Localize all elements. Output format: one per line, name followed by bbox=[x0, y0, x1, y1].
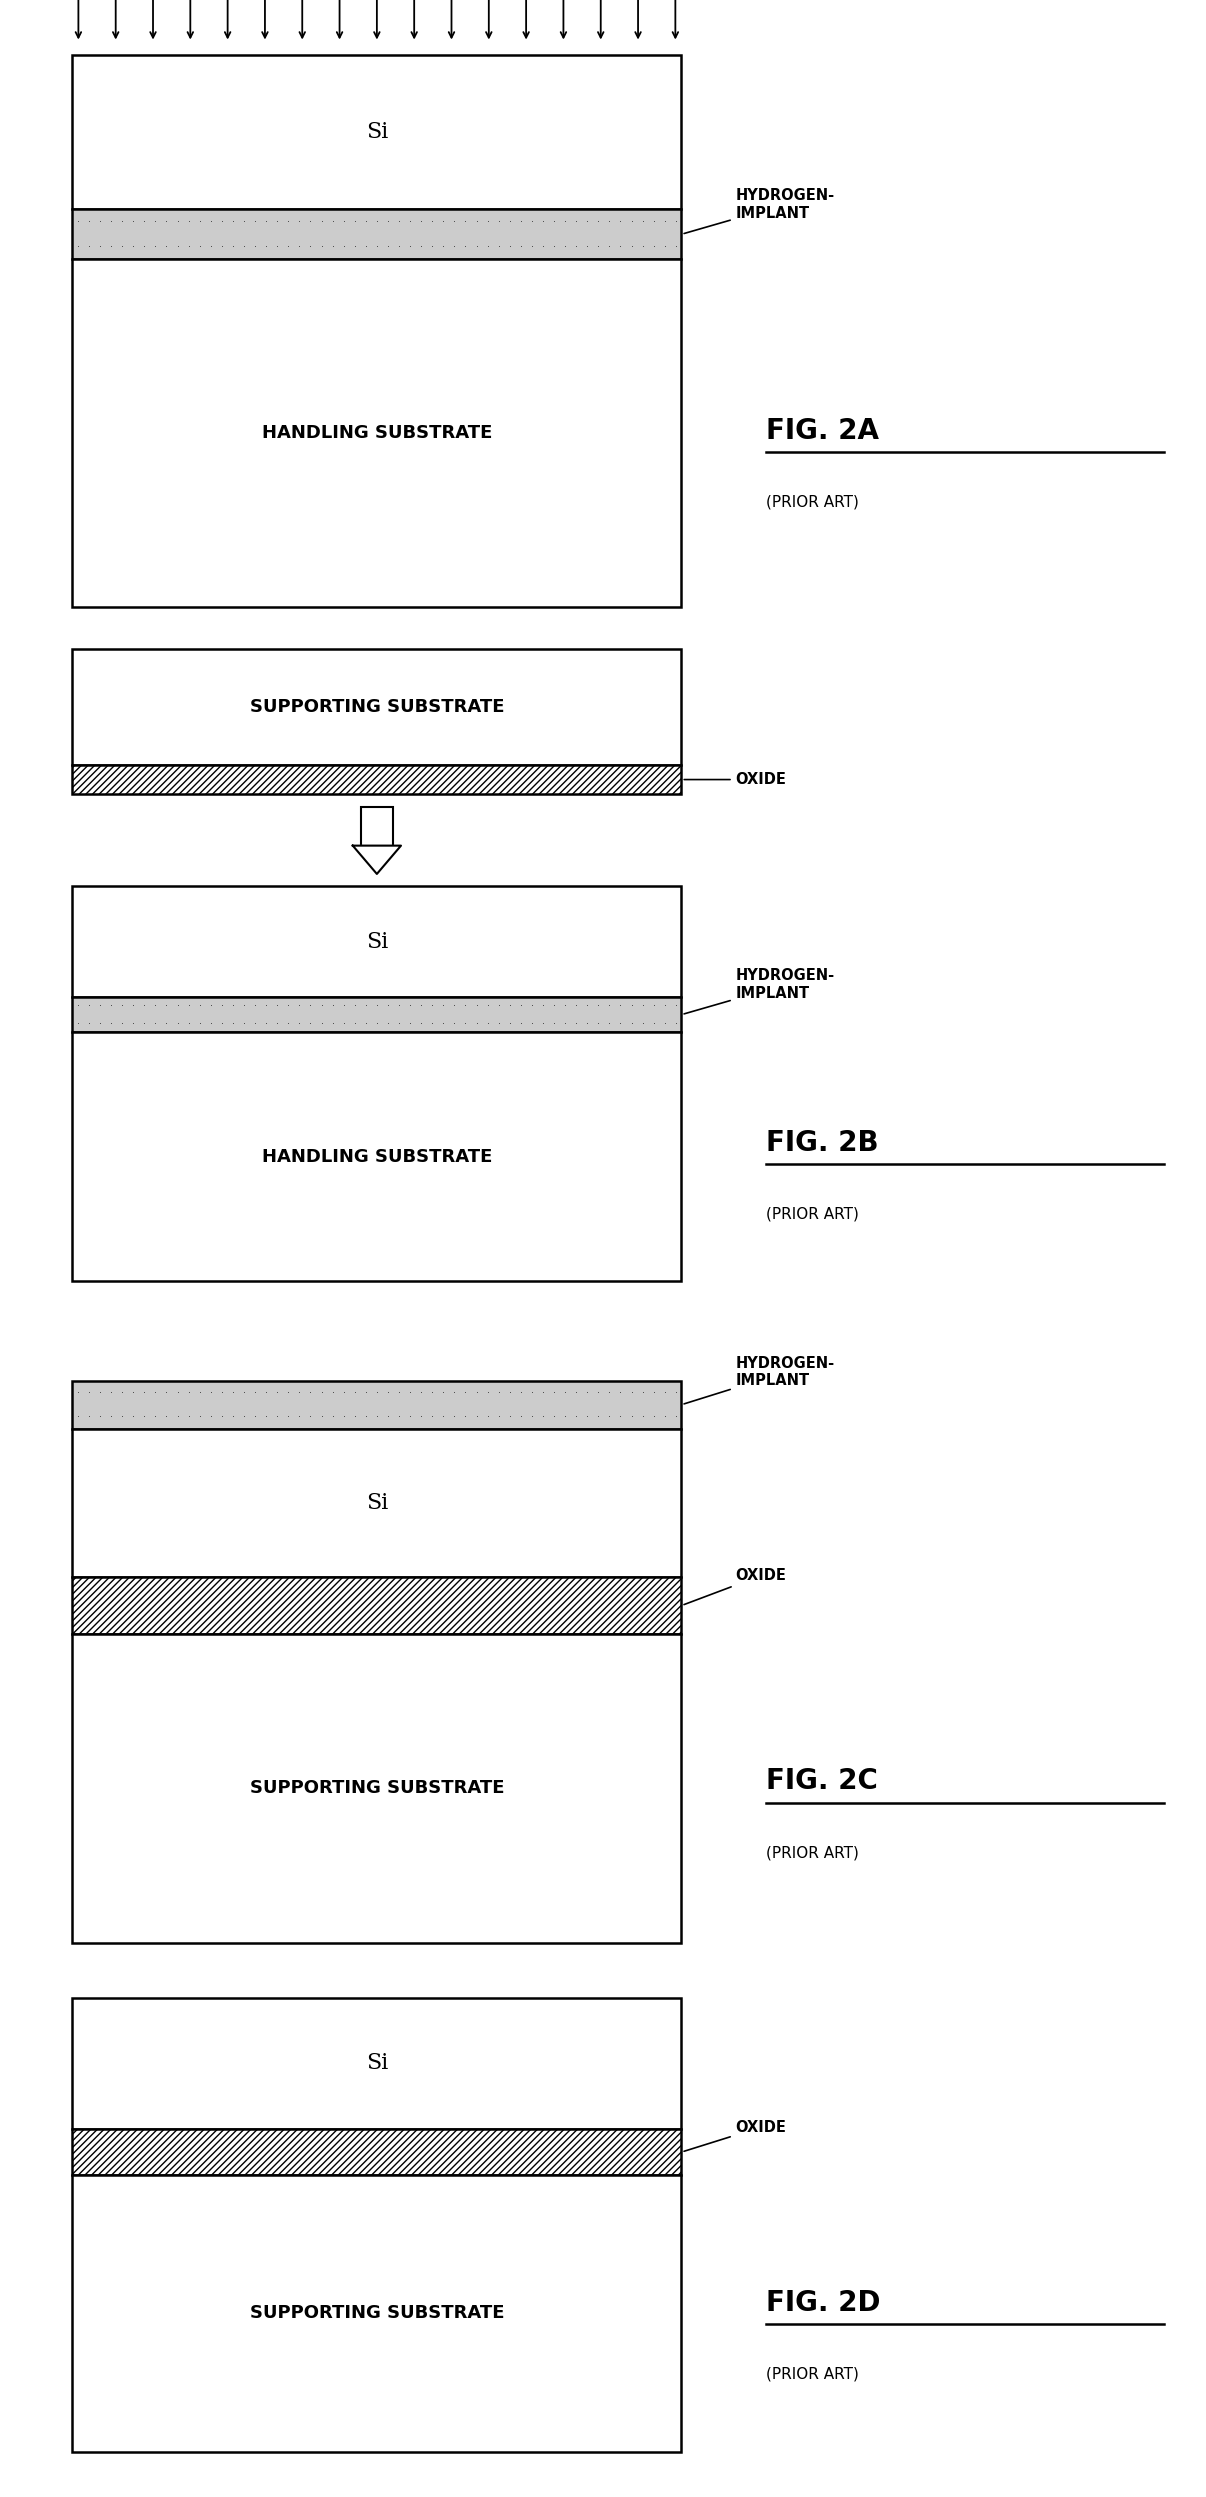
Bar bbox=[72, 260, 681, 607]
Bar bbox=[72, 210, 681, 260]
Bar bbox=[72, 1031, 681, 1281]
Bar bbox=[72, 2130, 681, 2175]
Text: OXIDE: OXIDE bbox=[684, 2120, 786, 2152]
Bar bbox=[72, 1381, 681, 1428]
Text: SUPPORTING SUBSTRATE: SUPPORTING SUBSTRATE bbox=[250, 2305, 504, 2322]
Bar bbox=[72, 996, 681, 1031]
Bar bbox=[72, 1578, 681, 1633]
Bar bbox=[72, 2175, 681, 2452]
Text: SUPPORTING SUBSTRATE: SUPPORTING SUBSTRATE bbox=[250, 699, 504, 717]
Text: SUPPORTING SUBSTRATE: SUPPORTING SUBSTRATE bbox=[250, 1780, 504, 1798]
Polygon shape bbox=[352, 846, 400, 874]
Text: Si: Si bbox=[365, 2053, 388, 2075]
Bar bbox=[72, 1633, 681, 1943]
Bar bbox=[72, 764, 681, 794]
Text: OXIDE: OXIDE bbox=[684, 772, 786, 787]
Text: HYDROGEN-
IMPLANT: HYDROGEN- IMPLANT bbox=[684, 1356, 835, 1403]
Text: FIG. 2B: FIG. 2B bbox=[766, 1129, 878, 1156]
Text: (PRIOR ART): (PRIOR ART) bbox=[766, 1845, 859, 1860]
Text: (PRIOR ART): (PRIOR ART) bbox=[766, 494, 859, 509]
Text: HANDLING SUBSTRATE: HANDLING SUBSTRATE bbox=[262, 1149, 492, 1166]
Text: Si: Si bbox=[365, 122, 388, 142]
Bar bbox=[362, 807, 393, 846]
Text: Si: Si bbox=[365, 1493, 388, 1513]
Text: (PRIOR ART): (PRIOR ART) bbox=[766, 1206, 859, 1221]
Text: HYDROGEN-
IMPLANT: HYDROGEN- IMPLANT bbox=[684, 187, 835, 235]
Bar bbox=[72, 1998, 681, 2130]
Bar bbox=[72, 1428, 681, 1578]
Text: (PRIOR ART): (PRIOR ART) bbox=[766, 2367, 859, 2382]
Text: HYDROGEN-
IMPLANT: HYDROGEN- IMPLANT bbox=[684, 969, 835, 1014]
Bar bbox=[72, 649, 681, 764]
Bar bbox=[72, 886, 681, 996]
Text: HANDLING SUBSTRATE: HANDLING SUBSTRATE bbox=[262, 424, 492, 442]
Text: FIG. 2C: FIG. 2C bbox=[766, 1768, 878, 1795]
Text: Si: Si bbox=[365, 931, 388, 954]
Text: FIG. 2A: FIG. 2A bbox=[766, 417, 879, 444]
Text: FIG. 2D: FIG. 2D bbox=[766, 2290, 880, 2317]
Bar bbox=[72, 55, 681, 210]
Text: OXIDE: OXIDE bbox=[684, 1568, 786, 1606]
